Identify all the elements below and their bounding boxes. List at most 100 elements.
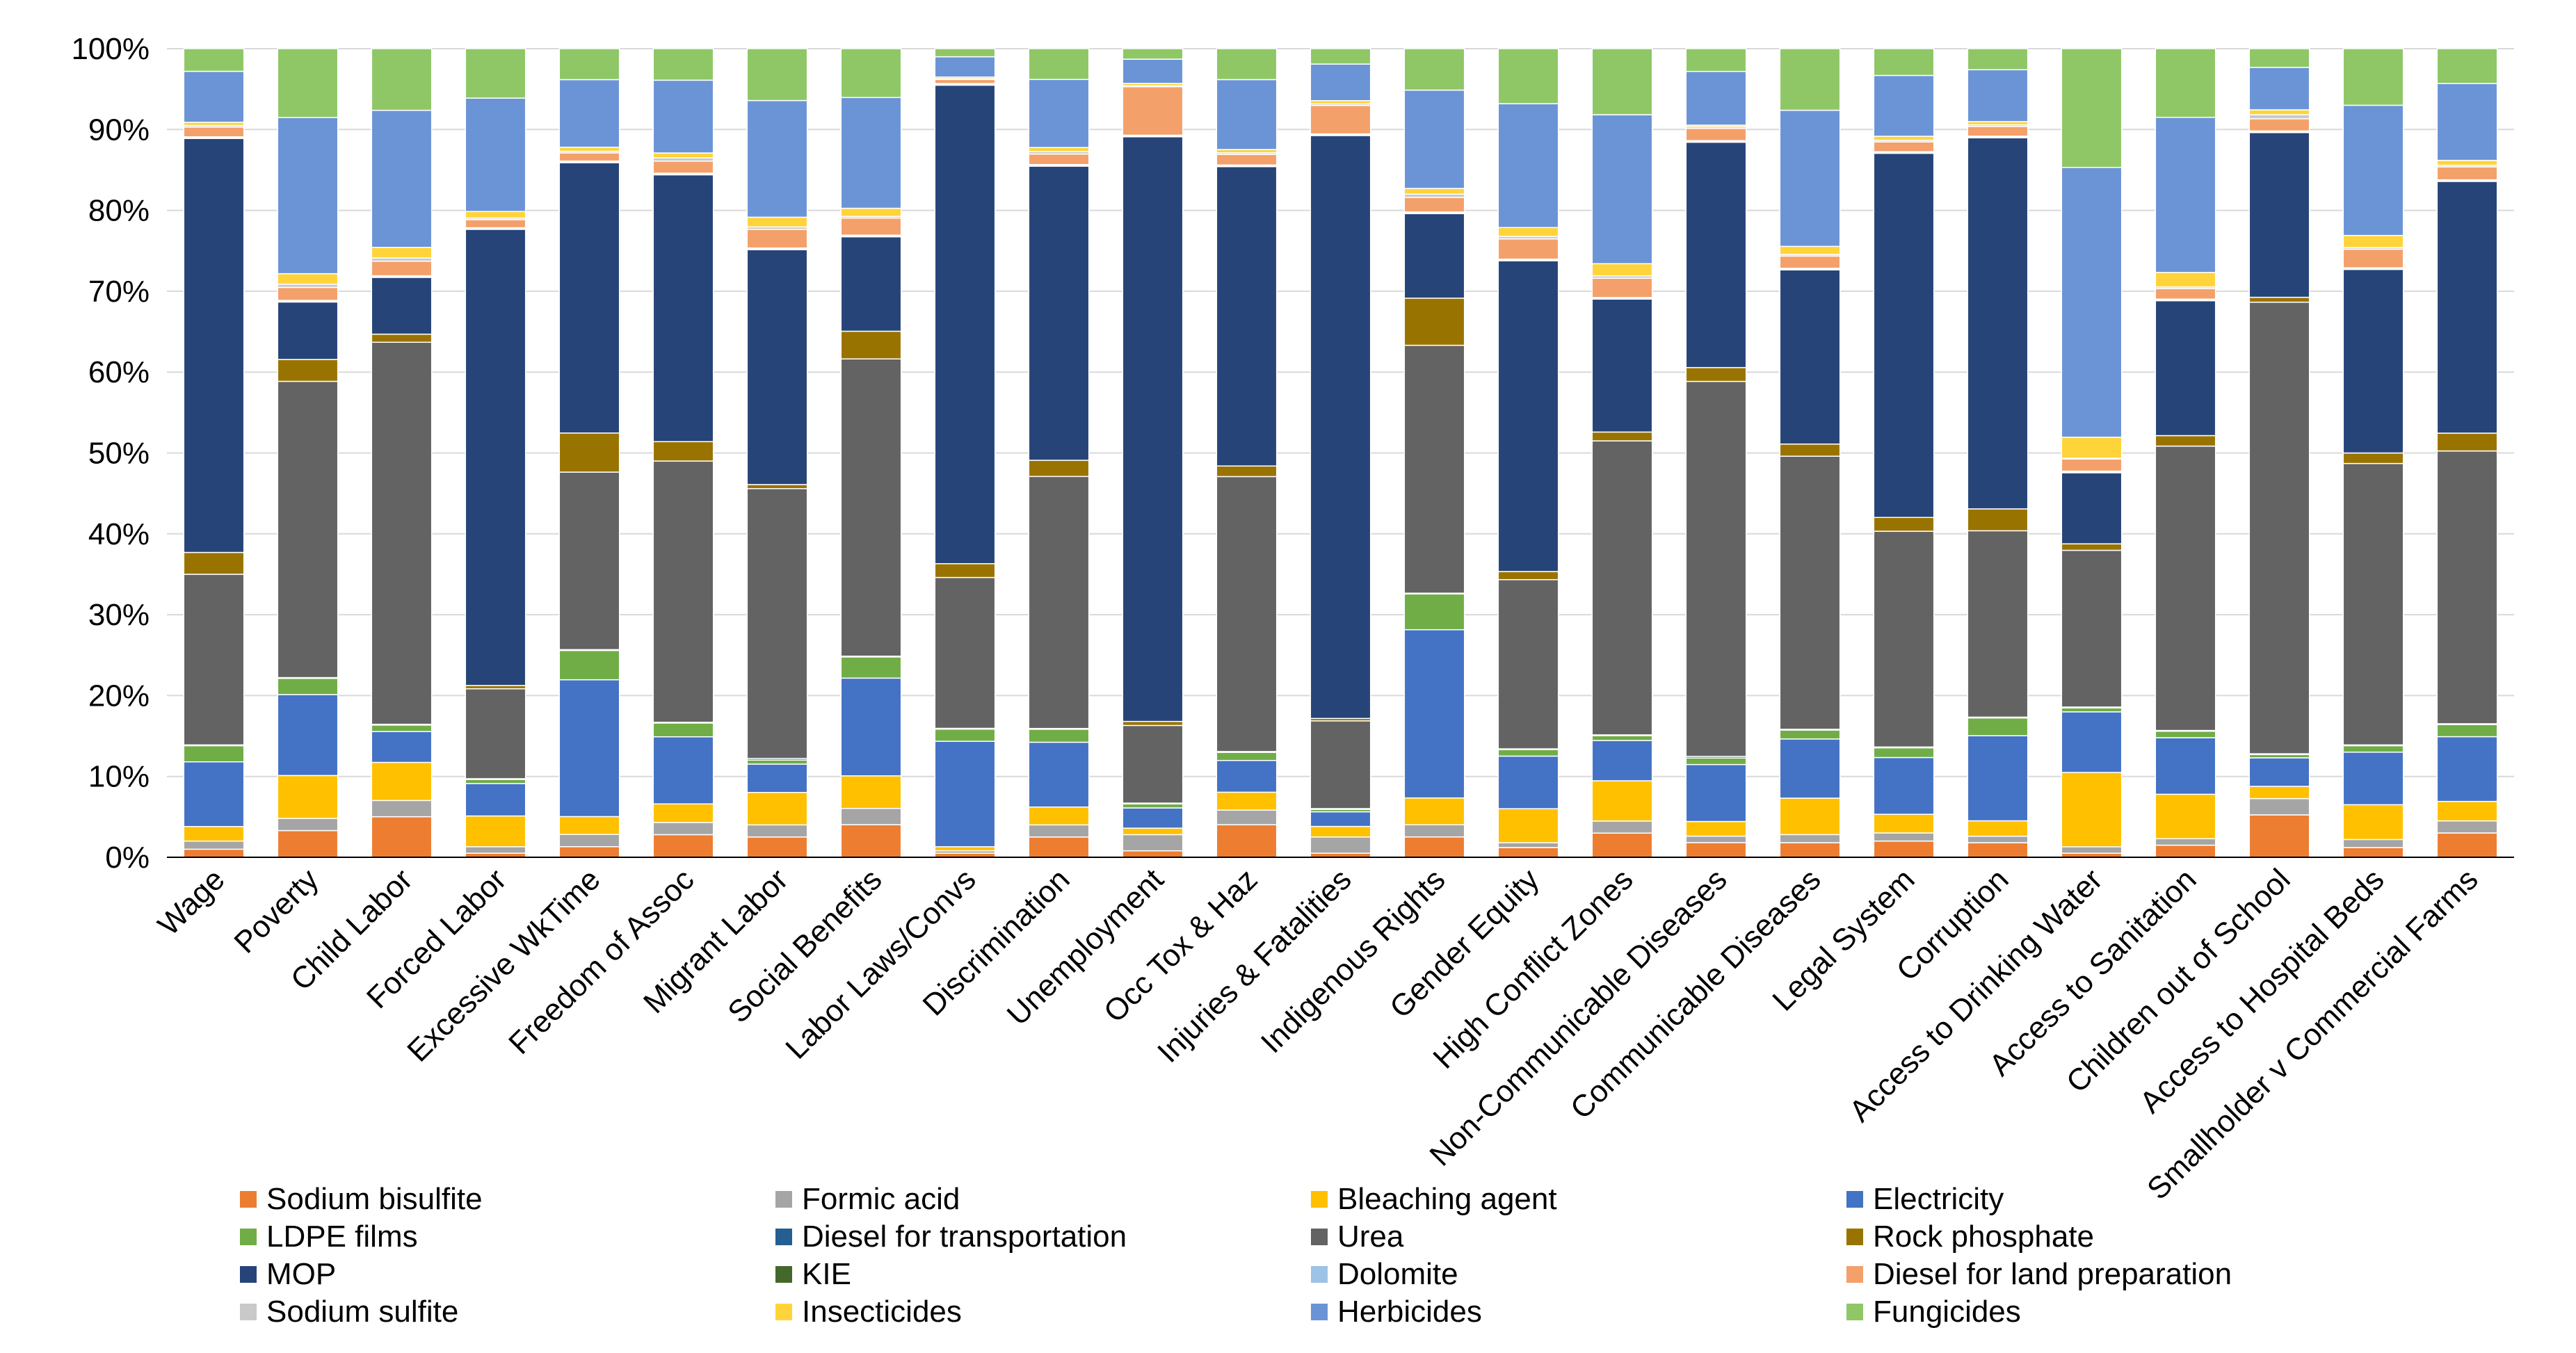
legend-label: Insecticides (802, 1295, 962, 1329)
bar-segment (183, 48, 245, 72)
legend-label: Urea (1337, 1220, 1404, 1254)
bar-segment (840, 207, 902, 218)
bar-segment (1685, 48, 1747, 72)
bar-segment (1497, 571, 1559, 581)
bar-segment (934, 56, 996, 78)
bar-segment (183, 70, 245, 123)
bar-segment (558, 679, 620, 818)
bar-segment (183, 574, 245, 746)
bar-segment (1028, 48, 1090, 81)
bar-segment (2436, 800, 2498, 822)
bar-segment (840, 97, 902, 209)
y-tick-label: 30% (88, 598, 150, 632)
bar-segment (2248, 109, 2310, 115)
bar-segment (1497, 260, 1559, 572)
bar-segment (1779, 455, 1841, 730)
legend-item: Diesel for land preparation (1846, 1257, 2333, 1292)
bar-segment (465, 229, 526, 686)
legend-label: Rock phosphate (1873, 1220, 2094, 1254)
bar-segment (1122, 724, 1184, 804)
bar-segment (840, 677, 902, 777)
bar-segment (1028, 741, 1090, 808)
bar-segment (1216, 154, 1278, 166)
bar-segment (840, 330, 902, 359)
y-tick-label: 80% (88, 194, 150, 228)
bar-segment (2436, 450, 2498, 724)
bar-segment (934, 48, 996, 58)
y-tick-labels: 0% 10% 20% 30% 40% 50% 60% 70% 80% 90% 100% (71, 32, 150, 875)
bar-segment (934, 79, 996, 84)
bar-segment (2342, 48, 2404, 106)
bar-segment (2248, 118, 2310, 132)
bar-segment (1873, 141, 1935, 152)
bar-segment (2342, 248, 2404, 268)
bar-segment (1779, 797, 1841, 836)
bar-segment (465, 219, 526, 229)
bar-segment (746, 216, 808, 228)
bar-segment (2061, 437, 2123, 459)
bar-segment (1873, 517, 1935, 532)
bar-segment (1216, 476, 1278, 752)
bar-segment (1591, 48, 1653, 115)
bar-segment (1310, 48, 1371, 65)
bar-segment (652, 160, 714, 174)
bar-segment (277, 117, 339, 275)
bar-segment (2155, 288, 2216, 300)
bar-segment (746, 48, 808, 102)
bar-segment (1873, 747, 1935, 759)
bar-segment (1591, 114, 1653, 265)
bar-segment (2436, 820, 2498, 834)
bar-segment (1216, 165, 1278, 467)
bar-segment (652, 822, 714, 836)
bar-segment (183, 745, 245, 763)
bar-segment (1497, 808, 1559, 843)
bar-segment (1685, 71, 1747, 126)
bar-segment (1967, 717, 2029, 736)
bar-segment (1497, 578, 1559, 750)
bar-segment (2248, 786, 2310, 800)
bar-segment (183, 138, 245, 553)
bar-segment (840, 48, 902, 99)
bar-segment (2436, 181, 2498, 434)
bar-segment (1216, 791, 1278, 811)
bar-segment (1310, 825, 1371, 838)
y-tick-label: 100% (71, 32, 150, 66)
bar-segment (2248, 132, 2310, 298)
bar-segment (183, 840, 245, 850)
bar-segment (2342, 847, 2404, 858)
y-tick-label: 20% (88, 679, 150, 713)
bar-segment (1779, 729, 1841, 740)
bar-segment (277, 829, 339, 858)
bar-segment (2248, 67, 2310, 111)
bar-segment (1591, 820, 1653, 834)
bar-segment (1497, 842, 1559, 848)
bar-segment (1122, 827, 1184, 836)
legend-item: KIE (775, 1257, 1311, 1292)
bar-segment (558, 846, 620, 858)
bar-segment (1967, 69, 2029, 122)
bar-segment (558, 816, 620, 835)
bar-segment (183, 761, 245, 827)
bar-segment (2342, 752, 2404, 806)
bar-segment (652, 152, 714, 159)
bar-segment (840, 217, 902, 236)
bar-segment (1967, 835, 2029, 843)
bar-segment (465, 688, 526, 779)
y-tick-label: 0% (105, 841, 150, 875)
bar-segment (1685, 127, 1747, 141)
legend-item: Formic acid (775, 1182, 1311, 1217)
bar-segment (1779, 269, 1841, 445)
bar-segment (1779, 48, 1841, 111)
bar-segment (2248, 757, 2310, 787)
bar-segment (2155, 731, 2216, 738)
bar-segment (2061, 167, 2123, 438)
bar-segment (465, 211, 526, 219)
x-tick-label: Wage (152, 862, 232, 942)
legend-label: Diesel for transportation (802, 1220, 1127, 1254)
bar-segment (1403, 593, 1465, 631)
legend-swatch (240, 1304, 257, 1320)
bar-segment (1310, 63, 1371, 102)
bar-segment (1967, 508, 2029, 532)
bar-segment (277, 286, 339, 301)
